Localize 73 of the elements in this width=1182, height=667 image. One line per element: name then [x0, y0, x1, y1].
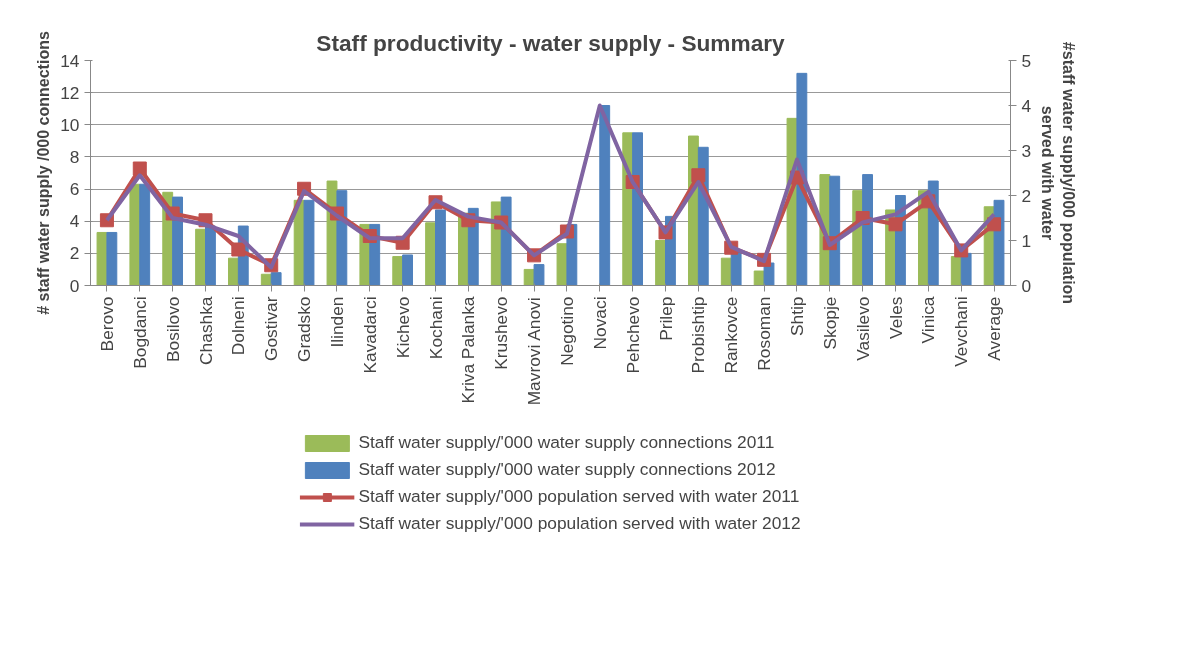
point: [691, 168, 706, 183]
y2-tick-label: 1: [1021, 230, 1032, 251]
x-tick-label: Dolneni: [228, 296, 249, 356]
bar: [632, 132, 643, 286]
x-tick-label: Negotino: [556, 296, 577, 366]
x-tick-label: Kriva Palanka: [458, 296, 479, 404]
bar: [730, 251, 742, 286]
bar: [556, 243, 568, 286]
bar: [96, 231, 108, 286]
bar: [270, 272, 282, 286]
y2-tick-label: 3: [1021, 140, 1032, 161]
x-tick-label: Novaci: [589, 296, 610, 350]
x-tick-label: Vevchani: [951, 296, 972, 367]
x-tick-label: Bogdanci: [129, 296, 150, 369]
x-tick-label: Average: [984, 296, 1005, 361]
x-tick-label: Ilinden: [326, 296, 347, 348]
bar: [425, 222, 436, 286]
y2-tick-label: 0: [1021, 275, 1032, 296]
x-tick-label: Skopje: [819, 296, 840, 350]
bar: [303, 199, 315, 286]
legend-label: Staff water supply/'000 population served with water 2011: [358, 486, 800, 507]
chart-title: Staff productivity - water supply - Summary: [316, 29, 786, 56]
y-tick-label: 4: [69, 211, 80, 232]
y-tick-label: 14: [60, 50, 80, 71]
y2-tick-label: 2: [1021, 185, 1032, 206]
x-tick-label: Prilep: [655, 296, 676, 341]
y-tick-label: 8: [69, 146, 80, 167]
bar: [435, 209, 446, 286]
y-tick-label: 12: [60, 82, 80, 103]
x-tick-label: Berovo: [96, 296, 117, 352]
bar: [655, 240, 666, 286]
legend-label: Staff water supply/'000 population served with water 2012: [358, 513, 801, 534]
bar: [720, 257, 732, 286]
bar: [228, 257, 239, 286]
y2-tick-label: 5: [1021, 50, 1032, 71]
x-tick-label: Gostivar: [261, 296, 282, 362]
y-tick-label: 10: [60, 114, 80, 135]
x-tick-label: Vinica: [918, 296, 939, 344]
y-tick-label: 6: [69, 179, 80, 200]
x-tick-label: Veles: [885, 296, 906, 339]
x-tick-label: Rankovce: [721, 296, 742, 374]
bar: [533, 264, 545, 286]
x-tick-label: Vasilevo: [852, 296, 873, 361]
y2-axis-title: #staff water supply/000 population served with water: [1039, 41, 1077, 305]
y-tick-label: 0: [69, 275, 80, 296]
x-tick-label: Bosilovo: [162, 296, 183, 362]
x-tick-label: Pehchevo: [622, 296, 643, 374]
y2-tick-label: 4: [1021, 95, 1032, 116]
x-tick-label: Shtip: [786, 296, 807, 336]
bar: [402, 254, 413, 286]
bar: [862, 174, 873, 286]
x-tick-label: Probishtip: [688, 296, 709, 374]
bar: [205, 225, 216, 286]
x-tick-label: Kavadarci: [359, 296, 380, 374]
bar: [139, 183, 151, 286]
x-tick-label: Chashka: [195, 296, 216, 365]
bar: [599, 105, 611, 286]
y-axis-title: # staff water supply /000 connections: [35, 31, 53, 315]
point: [132, 161, 147, 176]
x-tick-label: Rosoman: [754, 296, 775, 371]
x-tick-label: Kichevo: [392, 296, 413, 359]
point: [888, 217, 903, 232]
bar: [106, 231, 118, 286]
bar: [195, 228, 206, 286]
point: [231, 242, 246, 257]
bar: [392, 256, 404, 286]
legend-label: Staff water supply/'000 water supply connections 2011: [358, 432, 775, 453]
legend-label: Staff water supply/'000 water supply connections 2012: [358, 459, 776, 480]
x-tick-label: Gradsko: [294, 296, 315, 362]
x-tick-label: Mavrovi Anovi: [524, 297, 545, 406]
y-tick-label: 2: [69, 243, 80, 264]
x-tick-label: Krushevo: [491, 296, 512, 370]
x-tick-label: Kochani: [425, 296, 446, 360]
